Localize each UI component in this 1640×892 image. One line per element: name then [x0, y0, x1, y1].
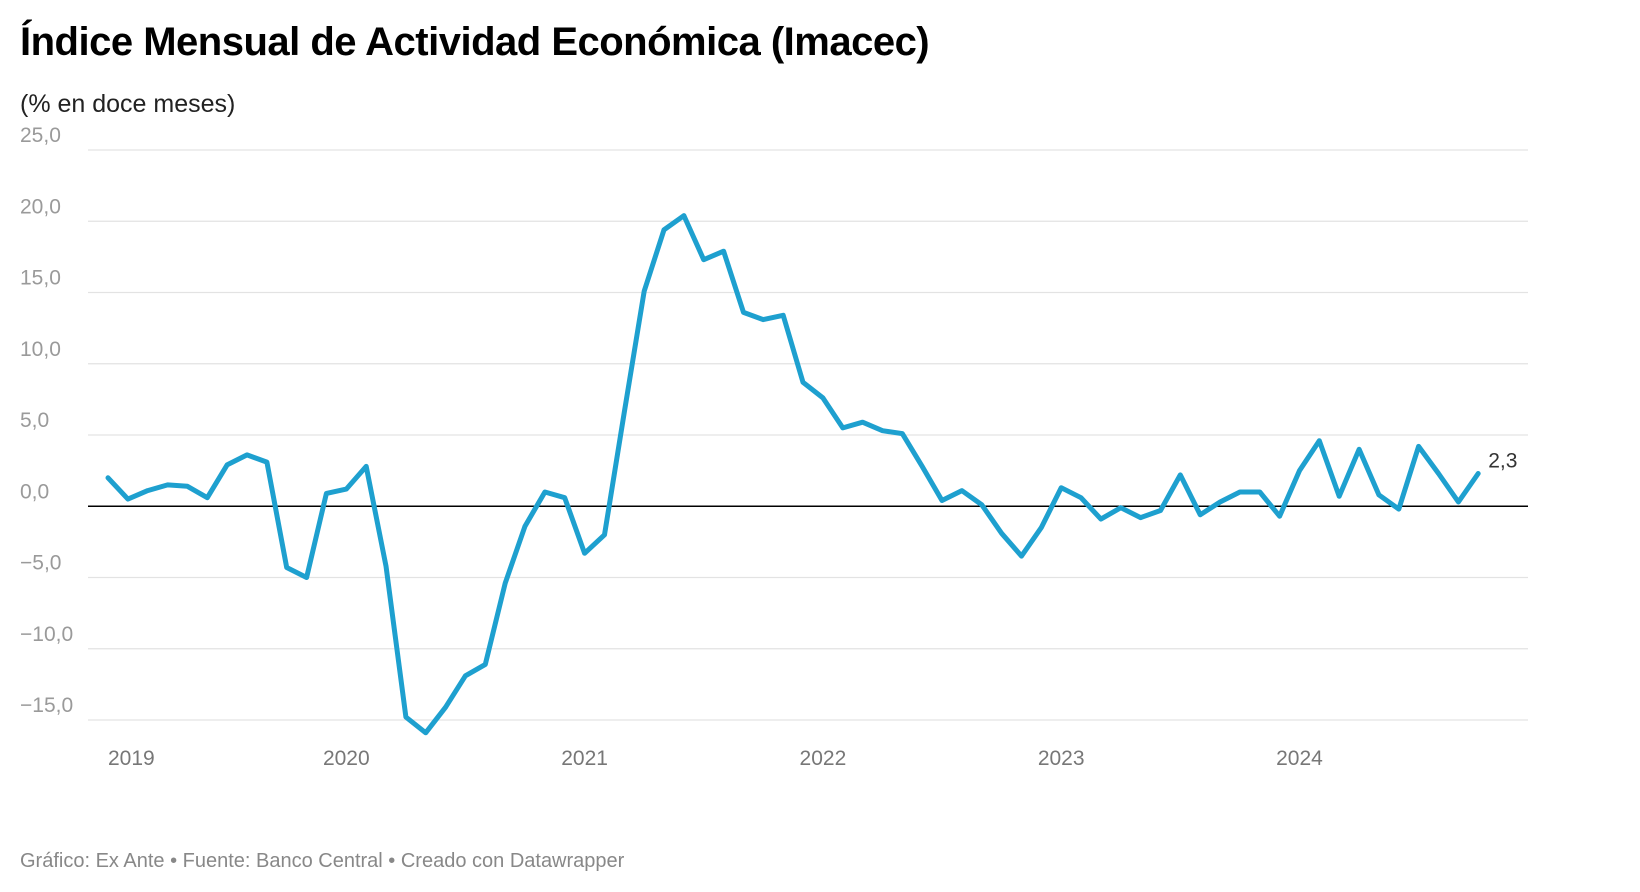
- end-value-label: 2,3: [1488, 449, 1517, 472]
- y-tick-label: 0,0: [20, 480, 49, 503]
- gridlines: [88, 149, 1528, 721]
- series-layer: [105, 213, 1481, 736]
- y-tick-label: −15,0: [20, 694, 73, 717]
- x-axis-labels: 2019 2020 2021 2022 2023 2024: [108, 747, 1323, 770]
- x-tick-label: 2021: [561, 747, 608, 770]
- x-tick-label: 2019: [108, 747, 155, 770]
- chart-subtitle: (% en doce meses): [20, 90, 236, 118]
- series-line: [105, 213, 1481, 736]
- annotations: 2,3: [1488, 449, 1517, 472]
- chart-title: Índice Mensual de Actividad Económica (I…: [20, 20, 930, 64]
- y-axis-labels: 25,0 20,0 15,0 10,0 5,0 0,0 −5,0 −10,0 −15,0: [20, 124, 73, 717]
- y-tick-label: 15,0: [20, 267, 61, 290]
- x-tick-label: 2020: [323, 747, 370, 770]
- x-tick-label: 2024: [1276, 747, 1323, 770]
- y-tick-label: 10,0: [20, 338, 61, 361]
- y-tick-label: 5,0: [20, 409, 49, 432]
- y-tick-label: 20,0: [20, 195, 61, 218]
- y-tick-label: 25,0: [20, 124, 61, 147]
- y-tick-label: −10,0: [20, 623, 73, 646]
- x-tick-label: 2023: [1038, 747, 1085, 770]
- chart-footer: Gráfico: Ex Ante • Fuente: Banco Central…: [20, 850, 625, 872]
- x-tick-label: 2022: [800, 747, 847, 770]
- y-tick-label: −5,0: [20, 552, 61, 575]
